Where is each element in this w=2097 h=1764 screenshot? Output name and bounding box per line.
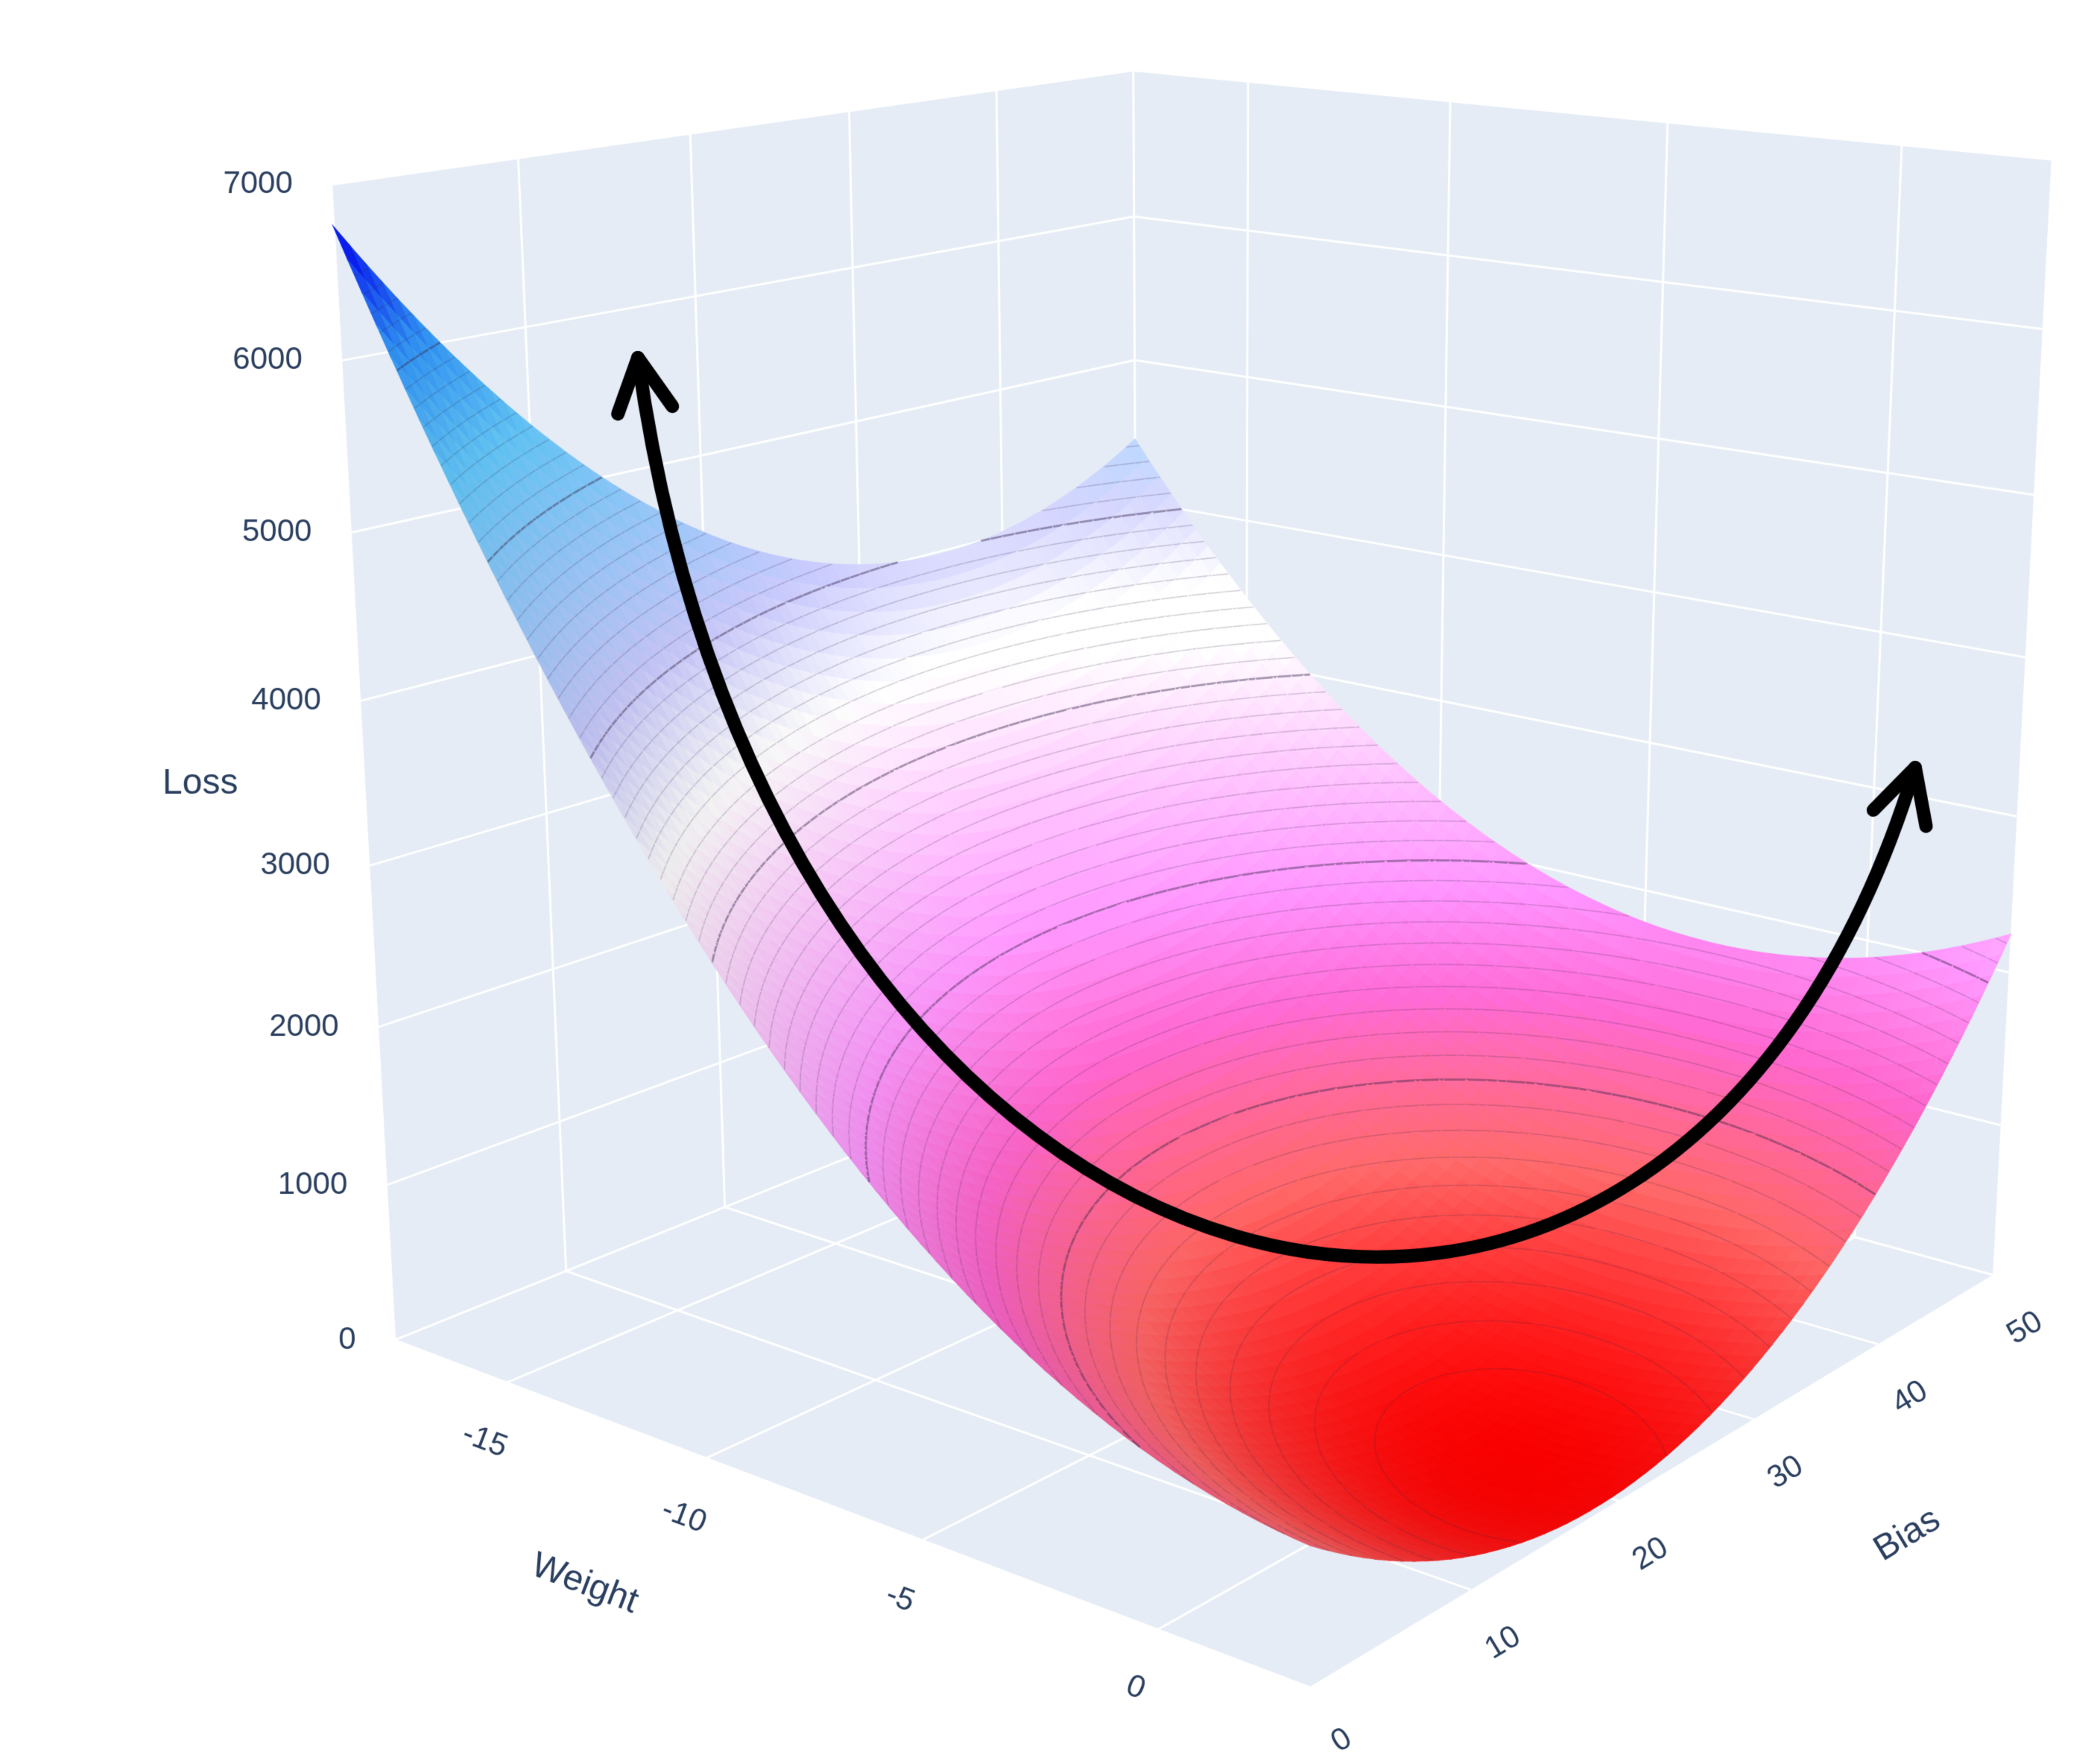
loss-surface-figure [0, 0, 2097, 1764]
loss-surface-3d-chart[interactable] [0, 0, 2097, 1764]
